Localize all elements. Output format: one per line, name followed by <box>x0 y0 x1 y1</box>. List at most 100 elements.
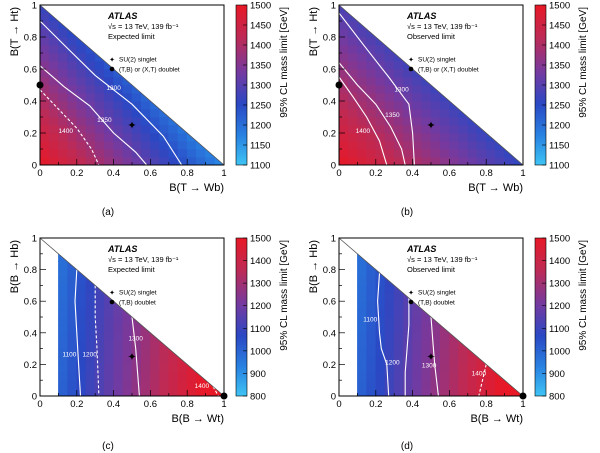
heatmap-cell <box>339 44 349 54</box>
y-tick-label: 0.6 <box>323 297 336 308</box>
heatmap-cell <box>504 156 515 165</box>
heatmap-cell <box>131 372 142 381</box>
heatmap-cell <box>140 356 151 365</box>
heatmap-cell <box>366 100 377 110</box>
heatmap-cell <box>177 348 188 357</box>
heatmap-cell <box>476 148 487 158</box>
heatmap-cell <box>467 356 478 365</box>
contour-label: 1100 <box>62 352 76 359</box>
heatmap-cell <box>122 332 133 341</box>
heatmap-cell <box>439 316 450 326</box>
heatmap-cell <box>140 84 151 94</box>
heatmap-cell <box>347 68 358 78</box>
heatmap-cell <box>40 52 50 62</box>
heatmap-cell <box>403 387 413 396</box>
heatmap-cell <box>393 60 404 70</box>
colorbar-tick-label: 900 <box>549 369 565 380</box>
heatmap-cell <box>85 36 96 46</box>
heatmap-cell <box>476 156 487 165</box>
heatmap-cell <box>131 76 142 86</box>
heatmap-cell <box>495 364 505 373</box>
y-tick-label: 0 <box>331 161 336 172</box>
heatmap-cell <box>40 28 50 38</box>
heatmap-cell <box>393 68 404 78</box>
heatmap-cell <box>131 324 142 334</box>
heatmap-cell <box>366 36 377 46</box>
heatmap-cell <box>449 108 459 118</box>
heatmap-cell <box>94 148 105 158</box>
heatmap-cell <box>40 132 50 142</box>
heatmap-cell <box>366 76 377 86</box>
kinematic-boundary <box>338 237 524 397</box>
heatmap-cell <box>131 124 142 134</box>
heatmap-cell <box>366 68 377 78</box>
heatmap-cell <box>76 300 87 310</box>
heatmap-cell <box>159 372 170 381</box>
heatmap-cell <box>357 316 367 326</box>
heatmap-cell <box>384 84 395 94</box>
heatmap-cell <box>384 156 395 165</box>
heatmap-cell <box>76 348 87 357</box>
heatmap-cell <box>94 379 105 389</box>
heatmap-cell <box>94 324 105 334</box>
heatmap-cell <box>339 28 349 38</box>
heatmap-cell <box>375 308 386 318</box>
heatmap-cell <box>430 332 441 341</box>
heatmap-cell <box>430 116 441 126</box>
contour-1300 <box>430 316 439 396</box>
heatmap-cell <box>67 372 78 381</box>
contour-label: 1200 <box>82 352 97 359</box>
heatmap-cell <box>104 140 114 150</box>
heatmap-cell <box>357 261 367 270</box>
heatmap-cell <box>412 387 423 396</box>
heatmap-cell <box>393 379 404 389</box>
panel-a: 1300 1350 1400 0 0.2 0.4 0.6 0.8 1 0 0.2 0.4 0.6 0.8 1… <box>9 1 290 219</box>
x-tick-label: 1 <box>221 168 226 179</box>
heatmap-cell <box>393 76 404 86</box>
heatmap-cell <box>94 364 105 373</box>
heatmap-cell <box>58 308 68 318</box>
heatmap-cell <box>150 92 160 102</box>
heatmap-cell <box>159 332 170 341</box>
heatmap-cell <box>85 100 96 110</box>
heatmap-cell <box>357 60 367 70</box>
heatmap-cell <box>40 44 50 54</box>
heatmap-cell <box>375 293 386 302</box>
limit-type-label: Observed limit <box>407 32 456 41</box>
heatmap-cell <box>48 148 59 158</box>
heatmap-cell <box>403 340 413 349</box>
heatmap-cell <box>58 28 68 38</box>
heatmap-cell <box>85 156 96 165</box>
heatmap-cell <box>375 92 386 102</box>
legend-marker-dot <box>109 66 115 72</box>
y-tick-label: 1 <box>32 234 37 245</box>
heatmap-cell <box>150 148 160 158</box>
contour-label: 1400 <box>59 128 74 135</box>
heatmap-cell <box>94 387 105 396</box>
heatmap-cell <box>375 68 386 78</box>
heatmap-cell <box>122 100 133 110</box>
heatmap-cell <box>67 308 78 318</box>
heatmap-cell <box>504 140 515 150</box>
heatmap-cell <box>393 44 404 54</box>
heatmap-cell <box>67 316 78 326</box>
heatmap-cell <box>384 340 395 349</box>
colorbar-tick-label: 1300 <box>250 279 271 290</box>
heatmap-cell <box>357 132 367 142</box>
contour-1200 <box>94 285 100 396</box>
heatmap-cell <box>357 269 367 278</box>
heatmap-cell <box>485 140 496 150</box>
heatmap-cell <box>48 108 59 118</box>
x-tick-label: 1 <box>520 168 525 179</box>
heatmap-cell <box>366 84 377 94</box>
heatmap-cell <box>403 379 413 389</box>
y-axis-label: B(B → Hb) <box>9 240 21 293</box>
subfigure-caption: (c) <box>102 441 114 452</box>
heatmap-cell <box>104 372 114 381</box>
heatmap-cell <box>48 116 59 126</box>
heatmap-cell <box>412 116 423 126</box>
singlet-marker: ✦ <box>426 352 435 364</box>
heatmap-cell <box>393 300 404 310</box>
heatmap-cell <box>393 148 404 158</box>
heatmap-cell <box>366 60 377 70</box>
